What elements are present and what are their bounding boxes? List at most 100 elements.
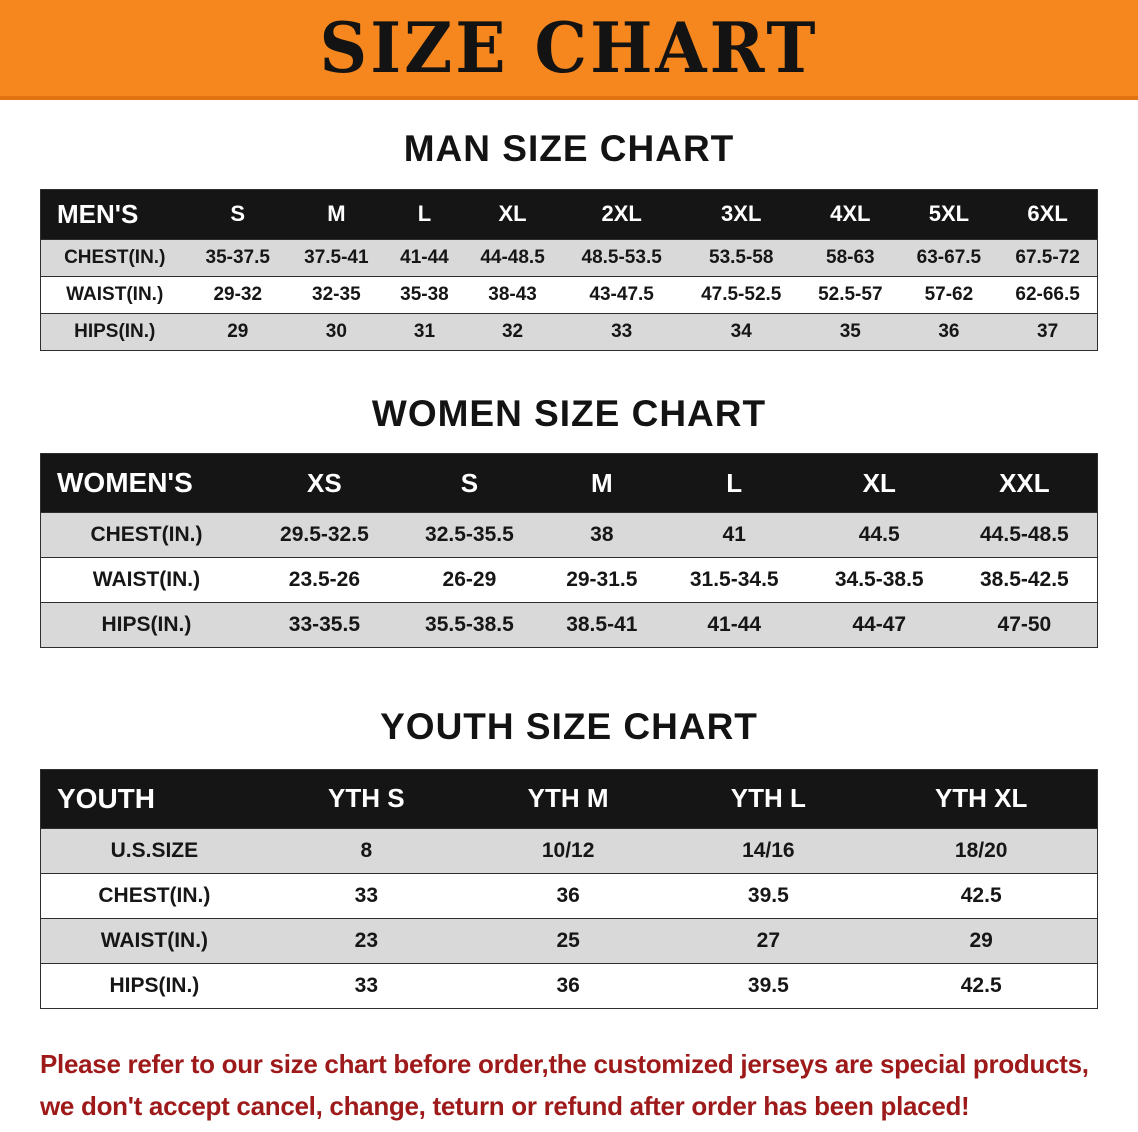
table-row: U.S.SIZE 8 10/12 14/16 18/20 <box>40 827 1098 874</box>
size-value-cell: 18/20 <box>865 827 1098 874</box>
size-value-cell: 47.5-52.5 <box>681 275 802 314</box>
size-value-cell: 32.5-35.5 <box>396 512 542 558</box>
youth-size-section: YOUTH SIZE CHART YOUTH YTH S YTH M YTH L YTH… <box>0 706 1138 1009</box>
size-value-cell: 35-38 <box>385 275 464 314</box>
size-value-cell: 23 <box>267 917 465 964</box>
row-label: CHEST(IN.) <box>40 238 189 277</box>
size-value-cell: 35 <box>801 312 900 351</box>
size-value-cell: 39.5 <box>671 872 866 919</box>
size-column-header: 3XL <box>681 189 802 240</box>
size-value-cell: 41-44 <box>385 238 464 277</box>
size-value-cell: 43-47.5 <box>561 275 682 314</box>
size-column-header: 2XL <box>561 189 682 240</box>
size-value-cell: 42.5 <box>865 872 1098 919</box>
size-column-header: XS <box>251 453 397 513</box>
size-column-header: YTH L <box>671 769 866 829</box>
row-label: HIPS(IN.) <box>40 312 189 351</box>
size-value-cell: 63-67.5 <box>899 238 999 277</box>
size-column-header: XL <box>806 453 952 513</box>
size-value-cell: 67.5-72 <box>998 238 1098 277</box>
size-value-cell: 62-66.5 <box>998 275 1098 314</box>
size-column-header: 6XL <box>998 189 1098 240</box>
size-column-header: YTH M <box>464 769 672 829</box>
size-value-cell: 29-32 <box>188 275 288 314</box>
size-value-cell: 36 <box>464 962 672 1009</box>
size-value-cell: 44-48.5 <box>463 238 562 277</box>
size-value-cell: 27 <box>671 917 866 964</box>
size-value-cell: 48.5-53.5 <box>561 238 682 277</box>
size-column-header: S <box>396 453 542 513</box>
size-value-cell: 41 <box>661 512 807 558</box>
size-value-cell: 38 <box>541 512 662 558</box>
size-value-cell: 36 <box>464 872 672 919</box>
row-label: HIPS(IN.) <box>40 602 252 648</box>
size-value-cell: 39.5 <box>671 962 866 1009</box>
size-value-cell: 37.5-41 <box>287 238 386 277</box>
size-value-cell: 14/16 <box>671 827 866 874</box>
size-value-cell: 8 <box>267 827 465 874</box>
womens-size-table: WOMEN'S XS S M L XL XXL CHEST(IN.) 29.5-32.5 32.5… <box>40 453 1098 649</box>
size-value-cell: 33 <box>267 962 465 1009</box>
size-value-cell: 29 <box>188 312 288 351</box>
size-value-cell: 29 <box>865 917 1098 964</box>
table-row: CHEST(IN.) 33 36 39.5 42.5 <box>40 872 1098 919</box>
size-value-cell: 30 <box>287 312 386 351</box>
table-row: HIPS(IN.) 33-35.5 35.5-38.5 38.5-41 41-44 44-… <box>40 602 1098 648</box>
mens-chart-heading: MAN SIZE CHART <box>403 128 735 169</box>
size-value-cell: 23.5-26 <box>251 557 397 603</box>
table-corner-label: MEN'S <box>40 189 189 240</box>
size-value-cell: 42.5 <box>865 962 1098 1009</box>
size-value-cell: 53.5-58 <box>681 238 802 277</box>
womens-chart-heading: WOMEN SIZE CHART <box>371 392 767 434</box>
size-value-cell: 35-37.5 <box>188 238 288 277</box>
size-value-cell: 44.5 <box>806 512 952 558</box>
size-value-cell: 38.5-42.5 <box>951 557 1098 603</box>
size-column-header: M <box>541 453 662 513</box>
table-corner-label: YOUTH <box>40 769 268 829</box>
row-label: WAIST(IN.) <box>40 917 268 964</box>
table-header-row: WOMEN'S XS S M L XL XXL <box>40 453 1098 513</box>
size-value-cell: 52.5-57 <box>801 275 900 314</box>
size-value-cell: 34 <box>681 312 802 351</box>
row-label: WAIST(IN.) <box>40 557 252 603</box>
size-value-cell: 33-35.5 <box>251 602 397 648</box>
row-label: WAIST(IN.) <box>40 275 189 314</box>
table-row: WAIST(IN.) 23.5-26 26-29 29-31.5 31.5-34.5 34… <box>40 557 1098 603</box>
size-value-cell: 32-35 <box>287 275 386 314</box>
disclaimer-line-2: we don't accept cancel, change, teturn o… <box>40 1090 970 1121</box>
size-column-header: 5XL <box>899 189 999 240</box>
table-row: CHEST(IN.) 29.5-32.5 32.5-35.5 38 41 44.5 44.5… <box>40 512 1098 558</box>
size-value-cell: 26-29 <box>396 557 542 603</box>
womens-size-section: WOMEN SIZE CHART WOMEN'S XS S M L XL XXL CHEST(… <box>0 393 1138 649</box>
table-row: WAIST(IN.) 29-32 32-35 35-38 38-43 43-47.5 47.… <box>40 275 1098 314</box>
row-label: U.S.SIZE <box>40 827 268 874</box>
youth-size-table: YOUTH YTH S YTH M YTH L YTH XL U.S.SIZE 8 10/12… <box>40 768 1098 1009</box>
page-title: SIZE CHART <box>319 7 819 89</box>
size-value-cell: 38-43 <box>463 275 562 314</box>
size-value-cell: 33 <box>561 312 682 351</box>
size-chart-banner: SIZE CHART <box>0 0 1138 100</box>
size-value-cell: 31.5-34.5 <box>661 557 807 603</box>
size-column-header: L <box>661 453 807 513</box>
table-row: HIPS(IN.) 33 36 39.5 42.5 <box>40 962 1098 1009</box>
table-row: CHEST(IN.) 35-37.5 37.5-41 41-44 44-48.5 48.5… <box>40 238 1098 277</box>
size-value-cell: 29.5-32.5 <box>251 512 397 558</box>
size-column-header: M <box>287 189 386 240</box>
size-column-header: XXL <box>951 453 1098 513</box>
table-corner-label: WOMEN'S <box>40 453 252 513</box>
size-column-header: YTH XL <box>865 769 1098 829</box>
youth-chart-heading: YOUTH SIZE CHART <box>380 706 758 748</box>
mens-size-section: MAN SIZE CHART MEN'S S M L XL 2XL 3XL 4XL 5XL 6XL… <box>0 128 1138 351</box>
size-value-cell: 44-47 <box>806 602 952 648</box>
size-value-cell: 25 <box>464 917 672 964</box>
row-label: HIPS(IN.) <box>40 962 268 1009</box>
size-value-cell: 57-62 <box>899 275 999 314</box>
mens-size-table: MEN'S S M L XL 2XL 3XL 4XL 5XL 6XL CHEST(IN.) 35-37… <box>40 188 1098 351</box>
size-column-header: L <box>385 189 464 240</box>
size-value-cell: 10/12 <box>464 827 672 874</box>
table-header-row: MEN'S S M L XL 2XL 3XL 4XL 5XL 6XL <box>40 189 1098 240</box>
table-row: WAIST(IN.) 23 25 27 29 <box>40 917 1098 964</box>
size-column-header: XL <box>463 189 562 240</box>
size-column-header: YTH S <box>267 769 465 829</box>
size-value-cell: 44.5-48.5 <box>951 512 1098 558</box>
